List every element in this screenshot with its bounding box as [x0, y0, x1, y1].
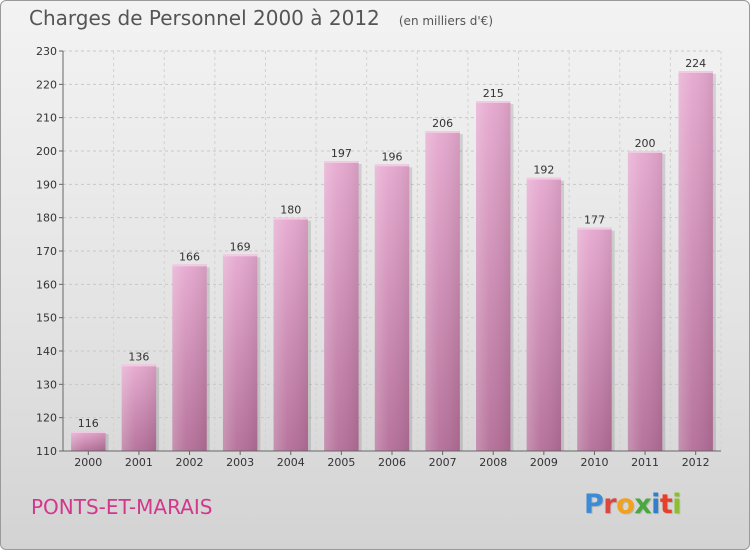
bar-highlight — [678, 71, 713, 451]
logo-letter: t — [659, 489, 673, 520]
x-tick-label: 2003 — [226, 456, 254, 469]
bar-highlight — [273, 217, 308, 451]
x-tick-label: 2007 — [429, 456, 457, 469]
y-tick-label: 220 — [36, 78, 57, 91]
bar-top-edge — [324, 161, 359, 163]
y-tick-label: 150 — [36, 312, 57, 325]
bar-top-edge — [678, 71, 713, 73]
chart-title: Charges de Personnel 2000 à 2012 — [29, 6, 380, 30]
commune-name: PONTS-ET-MARAIS — [31, 495, 213, 519]
y-tick-label: 230 — [36, 45, 57, 58]
chart-subtitle: (en milliers d'€) — [398, 14, 493, 28]
x-tick-label: 2009 — [530, 456, 558, 469]
x-tick-label: 2000 — [74, 456, 102, 469]
bar-highlight — [71, 431, 106, 451]
x-tick-label: 2011 — [631, 456, 659, 469]
bar-highlight — [425, 131, 460, 451]
logo-letter: i — [651, 489, 660, 520]
bar-top-edge — [71, 431, 106, 433]
value-label: 177 — [584, 214, 605, 227]
y-tick-label: 200 — [36, 145, 57, 158]
bar-top-edge — [627, 151, 663, 153]
proxiti-logo[interactable]: Proxiti — [584, 489, 682, 520]
y-tick-label: 110 — [36, 445, 57, 458]
bar-top-edge — [425, 131, 460, 133]
bar-top-edge — [273, 217, 308, 220]
x-tick-label: 2008 — [479, 456, 507, 469]
bar-highlight — [222, 254, 258, 451]
value-label: 116 — [78, 417, 99, 430]
logo-letter: i — [672, 489, 682, 520]
x-tick-label: 2010 — [580, 456, 608, 469]
value-label: 197 — [331, 147, 352, 160]
bar-highlight — [374, 164, 410, 452]
y-tick-label: 170 — [36, 245, 57, 258]
bar-top-edge — [121, 364, 157, 367]
value-label: 206 — [432, 117, 453, 130]
bar-highlight — [577, 227, 612, 451]
value-label: 200 — [635, 137, 656, 150]
value-label: 224 — [685, 57, 706, 70]
bar-top-edge — [476, 101, 511, 103]
bar-highlight — [526, 177, 562, 451]
y-tick-label: 210 — [36, 112, 57, 125]
bars-layer — [71, 71, 716, 452]
bar-top-edge — [577, 227, 612, 230]
axis-layer: 110 120 130 140 150 160 170 180 190 200 210 220 230 1… — [36, 45, 721, 469]
bar-highlight — [627, 151, 663, 451]
logo-letter: P — [584, 489, 604, 520]
bar-highlight — [476, 101, 511, 451]
y-tick-label: 130 — [36, 378, 57, 391]
bar-top-edge — [222, 254, 258, 257]
x-tick-label: 2002 — [176, 456, 204, 469]
y-tick-label: 190 — [36, 178, 57, 191]
y-tick-label: 120 — [36, 412, 57, 425]
bar-top-edge — [172, 264, 207, 267]
x-tick-label: 2005 — [327, 456, 355, 469]
x-tick-label: 2006 — [378, 456, 406, 469]
x-tick-label: 2012 — [682, 456, 710, 469]
value-label: 196 — [382, 150, 403, 163]
logo-letter: o — [616, 489, 635, 520]
value-label: 192 — [533, 164, 554, 177]
value-label: 166 — [179, 250, 200, 263]
value-label: 136 — [128, 350, 149, 363]
value-label: 169 — [230, 240, 251, 253]
logo-letter: x — [634, 489, 652, 520]
x-tick-label: 2004 — [277, 456, 305, 469]
bar-top-edge — [374, 164, 410, 167]
value-label: 215 — [483, 87, 504, 100]
y-tick-label: 180 — [36, 212, 57, 225]
y-tick-label: 140 — [36, 345, 57, 358]
bar-highlight — [172, 264, 207, 451]
title-row: Charges de Personnel 2000 à 2012 (en mil… — [29, 6, 493, 30]
bar-top-edge — [526, 177, 562, 180]
bar-highlight — [121, 364, 157, 451]
y-tick-label: 160 — [36, 278, 57, 291]
bar-highlight — [324, 161, 359, 451]
value-label: 180 — [280, 204, 301, 217]
x-tick-label: 2001 — [125, 456, 153, 469]
logo-letter: r — [603, 489, 617, 520]
